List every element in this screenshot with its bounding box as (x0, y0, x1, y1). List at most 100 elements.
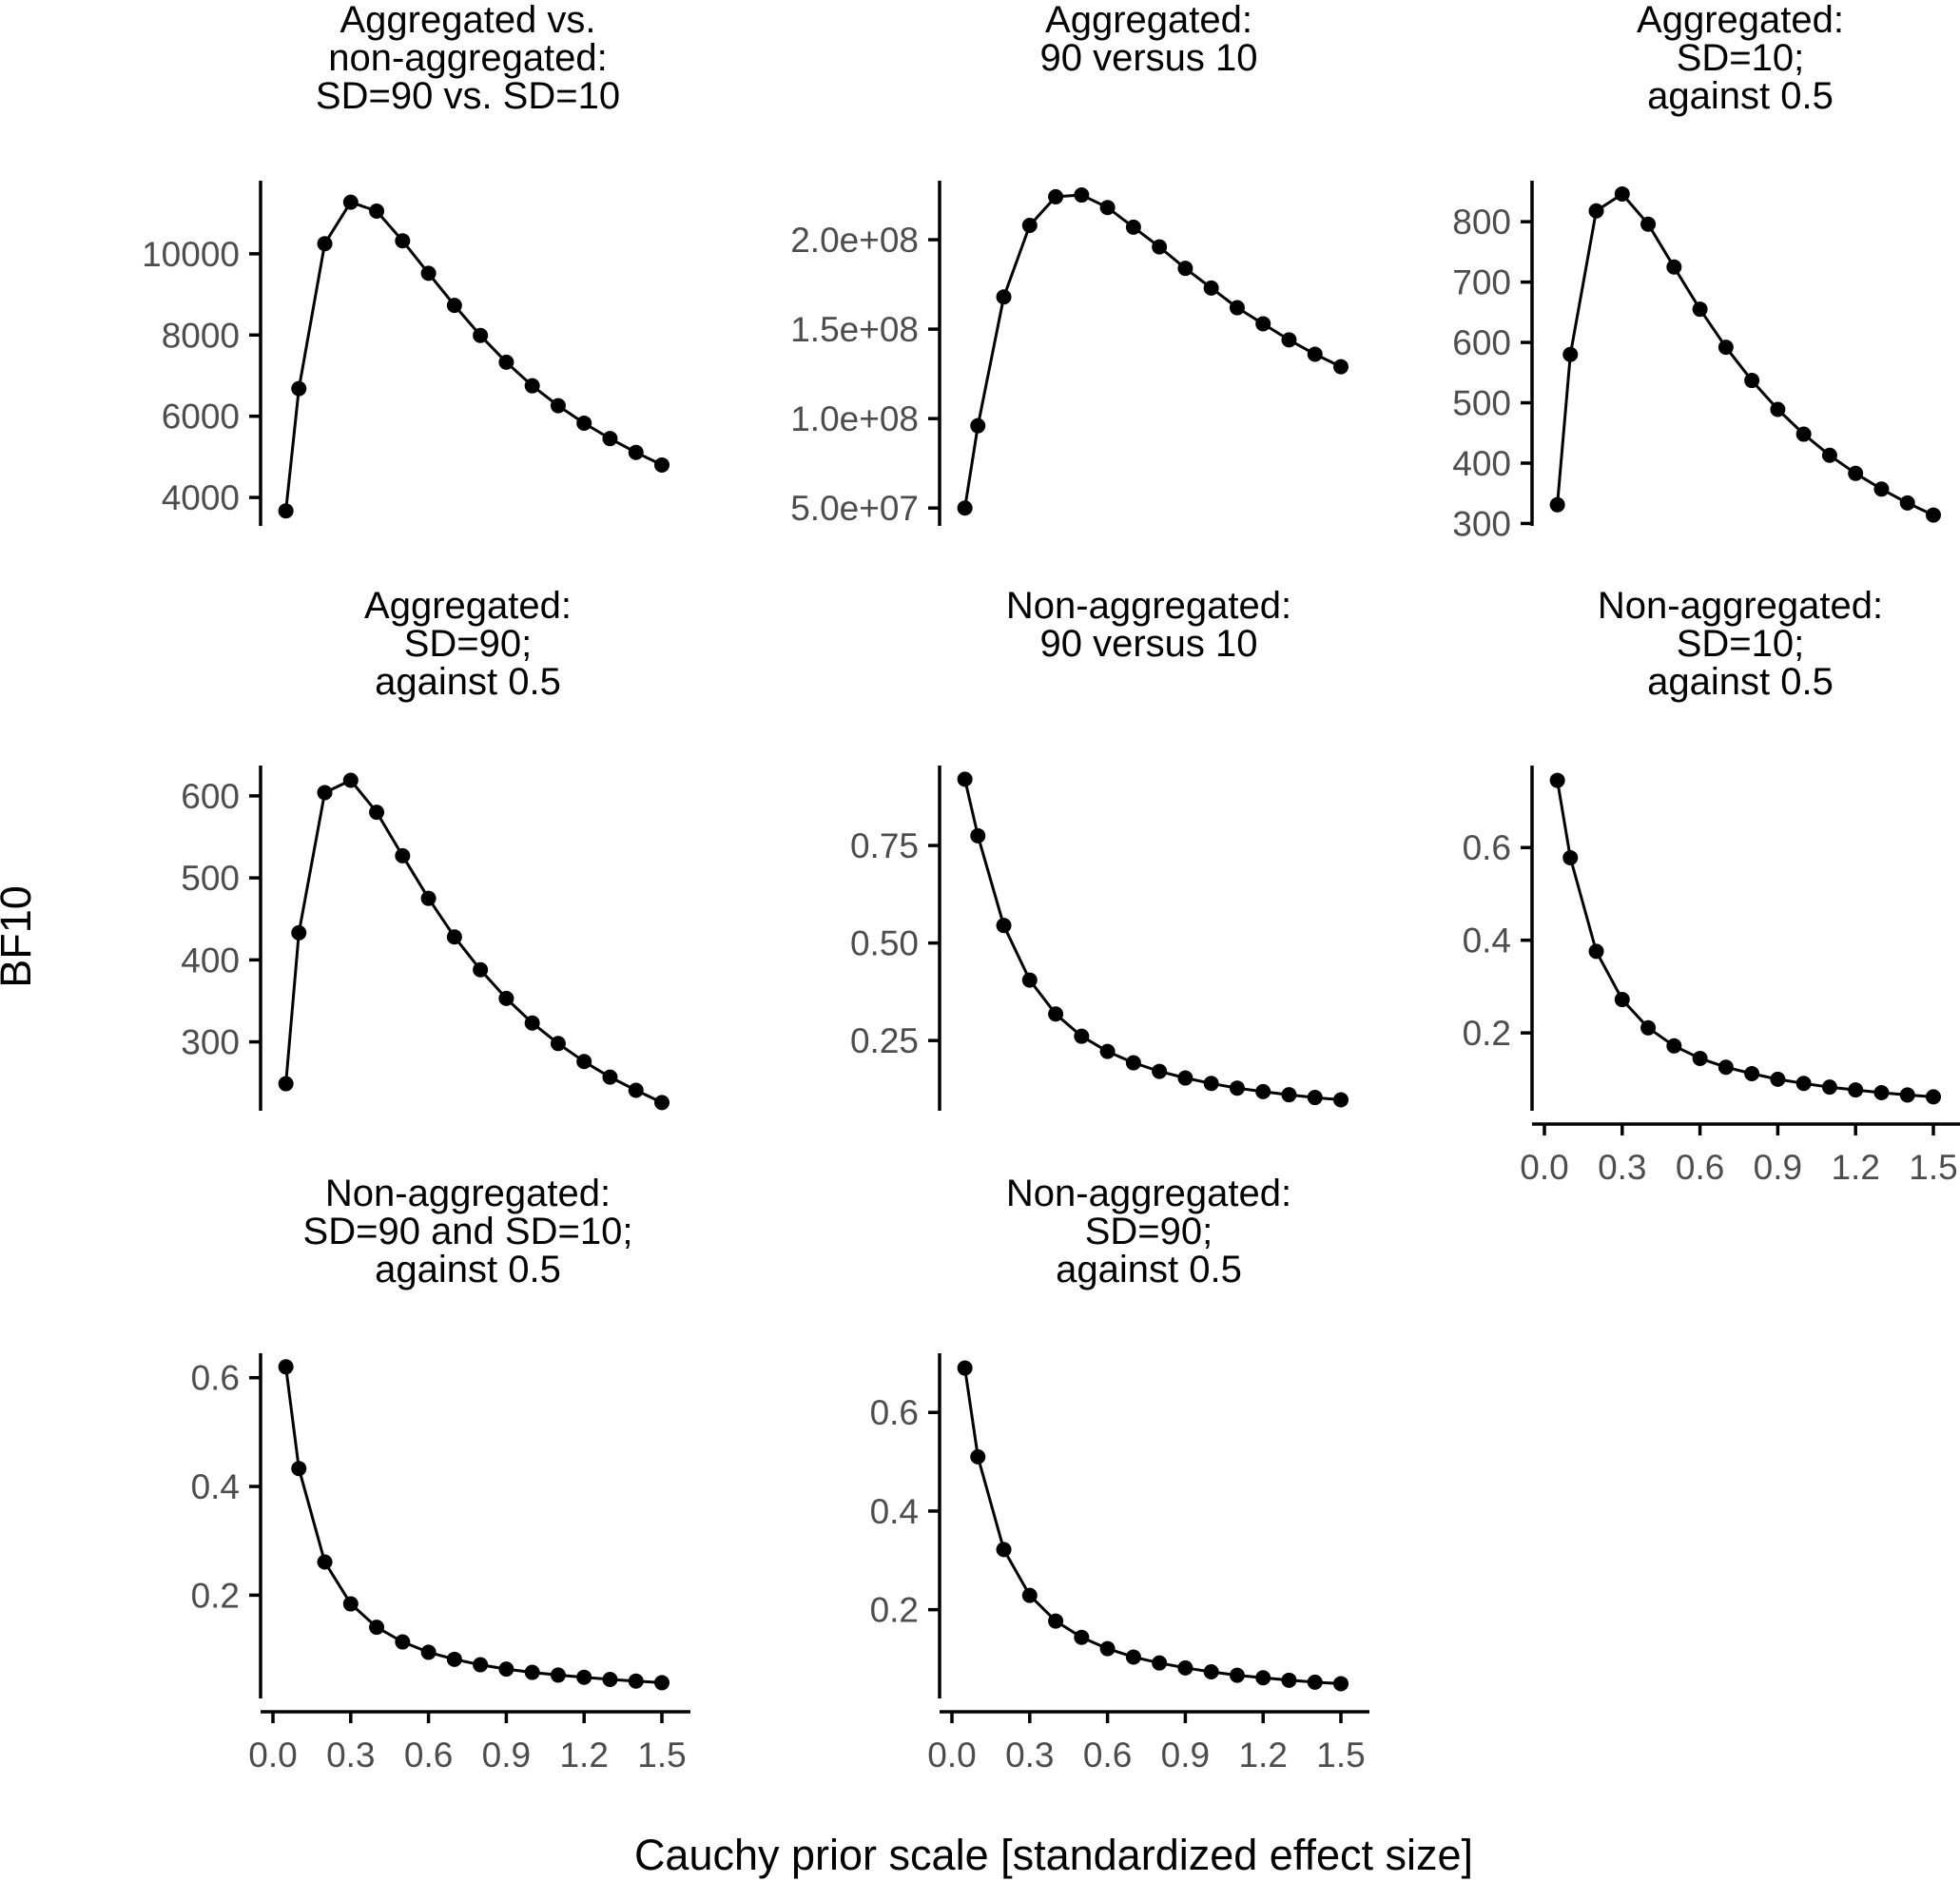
data-point (446, 929, 462, 945)
data-point (1926, 1089, 1941, 1105)
data-point (1307, 1674, 1323, 1690)
y-tick-label: 8000 (162, 316, 240, 355)
data-point (970, 827, 986, 844)
panel-title-line: Aggregated vs. (340, 0, 595, 41)
panel-title-line: Aggregated: (364, 585, 572, 627)
data-point (654, 1095, 670, 1111)
chart-panel-5: Non-aggregated:90 versus 10 0.25 0.50 0.75 (850, 585, 1349, 1111)
data-point (1125, 219, 1141, 235)
data-point (1074, 1629, 1090, 1645)
data-point (1074, 1028, 1090, 1044)
y-tick-label: 500 (1452, 384, 1511, 423)
data-point (1255, 1670, 1271, 1686)
panel-title-line: against 0.5 (1056, 1249, 1242, 1290)
x-axis-title: Cauchy prior scale [standardized effect … (634, 1831, 1473, 1879)
data-point (420, 890, 437, 906)
data-point (1048, 188, 1064, 204)
data-point (524, 1015, 540, 1031)
chart-panels: Aggregated vs.non-aggregated:SD=90 vs. S… (142, 0, 1960, 1775)
data-point (317, 236, 333, 252)
data-point (1255, 1083, 1271, 1099)
y-tick-label: 0.6 (191, 1359, 240, 1398)
data-point (1640, 1019, 1657, 1036)
chart-panel-7: Non-aggregated:SD=90 and SD=10;against 0… (191, 1173, 690, 1775)
data-point (1229, 1667, 1245, 1683)
y-tick-label: 600 (181, 777, 240, 816)
y-tick-label: 0.2 (1463, 1014, 1511, 1053)
data-point (1614, 185, 1630, 202)
data-point (1717, 1059, 1734, 1076)
data-point (1562, 849, 1579, 865)
panel-title-line: SD=90; (1085, 1211, 1213, 1252)
y-tick-label: 1.5e+08 (790, 310, 919, 349)
data-point (1666, 259, 1682, 275)
chart-panel-6: Non-aggregated:SD=10;against 0.5 0.2 0.4 0.… (1463, 585, 1960, 1187)
data-point (498, 354, 514, 370)
y-tick-label: 0.6 (870, 1393, 919, 1432)
x-tick-label: 1.5 (1316, 1736, 1365, 1775)
y-tick-label: 0.4 (870, 1492, 919, 1531)
bf10-series-line (963, 193, 1342, 509)
bf10-series-line (284, 201, 663, 512)
data-point (1203, 1076, 1219, 1092)
data-point (1021, 1587, 1038, 1603)
data-point (395, 1634, 411, 1650)
panel-title-line: Aggregated: (1637, 0, 1844, 41)
data-point (576, 415, 592, 431)
panel-title-line: Non-aggregated: (1006, 1173, 1291, 1214)
panel-title-line: against 0.5 (1647, 75, 1834, 117)
panel-title-line: SD=10; (1677, 623, 1805, 665)
x-tick-label: 0.6 (1083, 1736, 1132, 1775)
data-point (1021, 972, 1038, 988)
data-point (524, 1664, 540, 1680)
data-point (1229, 300, 1245, 316)
y-tick-label: 0.4 (1463, 922, 1511, 960)
y-tick-label: 400 (1452, 444, 1511, 483)
y-tick-label: 4000 (162, 478, 240, 517)
data-point (1770, 401, 1786, 417)
y-tick-label: 10000 (142, 235, 240, 274)
data-point (1795, 1076, 1812, 1092)
data-point (602, 431, 618, 447)
data-point (1873, 481, 1890, 497)
data-point (1021, 218, 1038, 234)
bf10-series-line (963, 779, 1342, 1101)
data-point (1848, 465, 1864, 481)
data-point (1549, 496, 1565, 513)
y-tick-label: 0.4 (191, 1467, 240, 1506)
data-point (420, 265, 437, 281)
data-point (1177, 1659, 1193, 1676)
data-point (278, 503, 294, 519)
y-tick-label: 600 (1452, 323, 1511, 362)
data-point (1177, 1070, 1193, 1086)
data-point (1640, 216, 1657, 232)
data-point (1744, 1066, 1760, 1082)
panel-title-line: Aggregated: (1045, 0, 1252, 41)
data-point (970, 1448, 986, 1465)
chart-panel-3: Aggregated:SD=10;against 0.5 300 400 500 600… (1452, 0, 1941, 543)
data-point (628, 1673, 644, 1689)
x-tick-label: 0.6 (404, 1736, 453, 1775)
panel-title-line: 90 versus 10 (1039, 37, 1257, 79)
data-point (1692, 301, 1708, 318)
panel-title-line: SD=90 vs. SD=10 (316, 75, 620, 117)
data-point (576, 1669, 592, 1685)
data-point (550, 1667, 566, 1683)
panel-title-line: against 0.5 (375, 1249, 561, 1290)
y-tick-label: 800 (1452, 203, 1511, 242)
data-point (473, 327, 489, 343)
data-point (957, 500, 973, 516)
data-point (1333, 359, 1349, 375)
data-point (1926, 507, 1941, 523)
data-point (550, 1036, 566, 1052)
data-point (1549, 772, 1565, 788)
x-tick-label: 0.3 (1005, 1736, 1054, 1775)
data-point (446, 298, 462, 314)
panel-title-line: Non-aggregated: (1598, 585, 1883, 627)
data-point (291, 1461, 307, 1477)
data-point (1899, 1087, 1915, 1103)
bf10-series-line (284, 779, 663, 1104)
panel-title-line: SD=10; (1677, 37, 1805, 79)
data-point (1074, 187, 1090, 204)
panel-title-line: SD=90 and SD=10; (303, 1211, 633, 1252)
